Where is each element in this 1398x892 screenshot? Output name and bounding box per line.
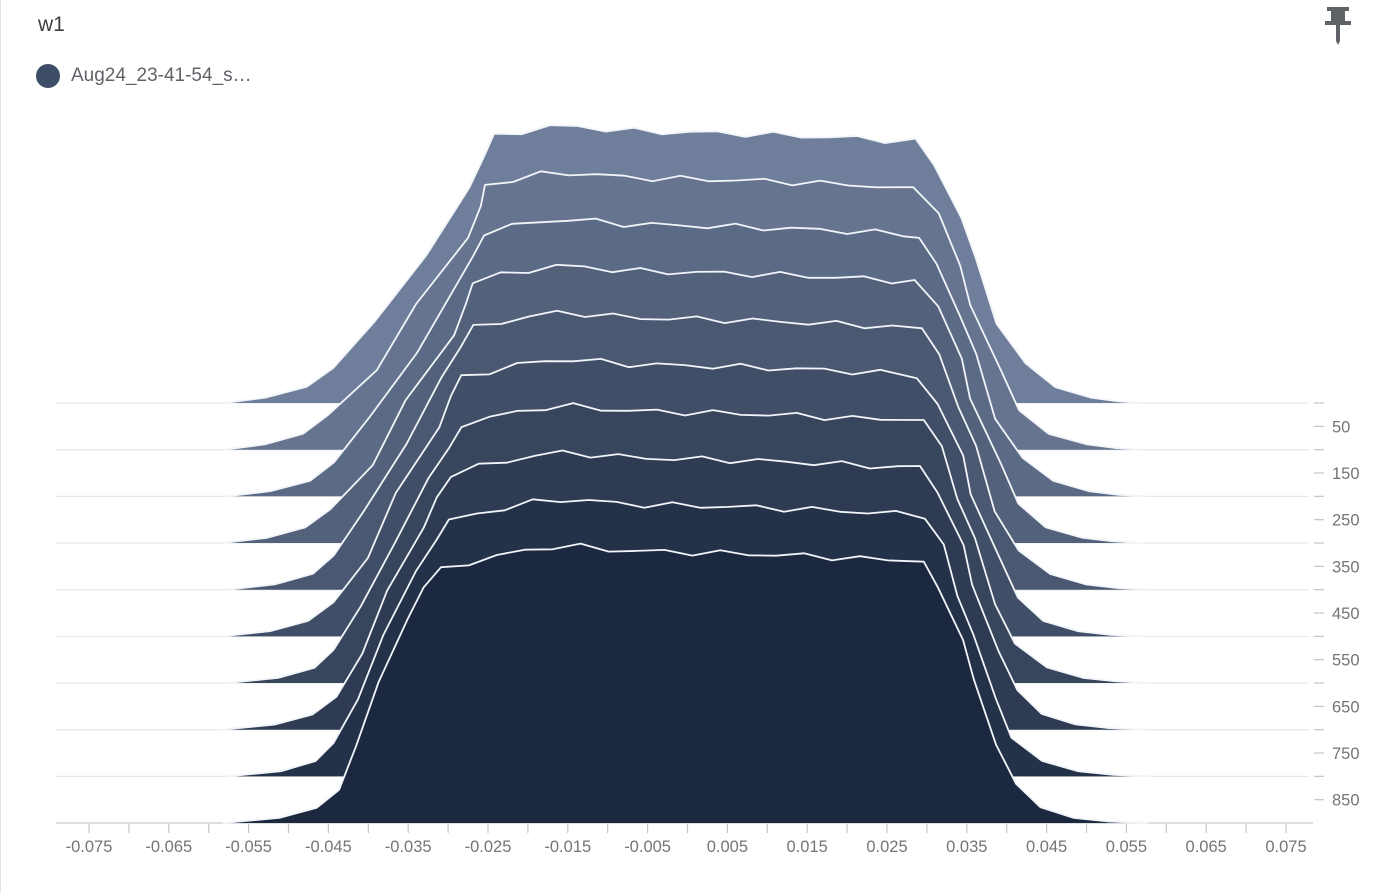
histogram-ridge-outline bbox=[227, 402, 1151, 684]
y-tick-label: 250 bbox=[1332, 512, 1360, 530]
x-tick-label: 0.075 bbox=[1265, 838, 1306, 856]
y-tick-label: 550 bbox=[1332, 652, 1360, 670]
y-tick-label: 750 bbox=[1332, 745, 1360, 763]
x-tick-label: 0.015 bbox=[787, 838, 828, 856]
x-tick-label: 0.035 bbox=[946, 838, 987, 856]
card-title: w1 bbox=[38, 13, 65, 36]
x-tick-label: 0.065 bbox=[1186, 838, 1227, 856]
x-tick-label: -0.015 bbox=[544, 838, 591, 856]
histogram-ridge-outline bbox=[221, 358, 1144, 638]
pin-icon bbox=[1325, 7, 1351, 45]
histogram-ridge-outline bbox=[221, 449, 1146, 731]
y-tick-label: 850 bbox=[1332, 792, 1360, 810]
histogram-ridge-fill bbox=[222, 543, 1149, 823]
pin-button[interactable] bbox=[1321, 5, 1355, 49]
x-tick-label: 0.005 bbox=[707, 838, 748, 856]
x-tick-label: -0.055 bbox=[225, 838, 272, 856]
legend-item-run[interactable]: Aug24_23-41-54_s… bbox=[36, 64, 252, 88]
x-tick-label: 0.025 bbox=[866, 838, 907, 856]
histogram-ridge-outline bbox=[224, 124, 1143, 404]
histogram-ridge-outline bbox=[223, 170, 1143, 451]
legend-run-label: Aug24_23-41-54_s… bbox=[71, 65, 252, 86]
x-tick-label: -0.045 bbox=[305, 838, 352, 856]
histogram-ridge-outline bbox=[227, 309, 1149, 591]
x-tick-label: -0.035 bbox=[385, 838, 432, 856]
y-tick-label: 50 bbox=[1332, 418, 1350, 436]
histogram-ridge-outline bbox=[227, 498, 1153, 778]
legend-color-dot bbox=[36, 64, 60, 88]
x-tick-label: 0.045 bbox=[1026, 838, 1067, 856]
x-tick-label: -0.075 bbox=[66, 838, 113, 856]
x-tick-label: 0.055 bbox=[1106, 838, 1147, 856]
x-tick-label: -0.005 bbox=[624, 838, 671, 856]
y-tick-label: 450 bbox=[1332, 605, 1360, 623]
y-tick-label: 650 bbox=[1332, 698, 1360, 716]
histogram-ridge-outline bbox=[222, 542, 1149, 824]
y-tick-label: 350 bbox=[1332, 558, 1360, 576]
histogram-ridge-outline bbox=[226, 217, 1146, 498]
legend: Aug24_23-41-54_s… bbox=[36, 64, 252, 88]
x-tick-label: -0.025 bbox=[465, 838, 512, 856]
x-tick-label: -0.065 bbox=[145, 838, 192, 856]
histogram-ridge-outline bbox=[222, 263, 1143, 544]
y-tick-label: 150 bbox=[1332, 465, 1360, 483]
